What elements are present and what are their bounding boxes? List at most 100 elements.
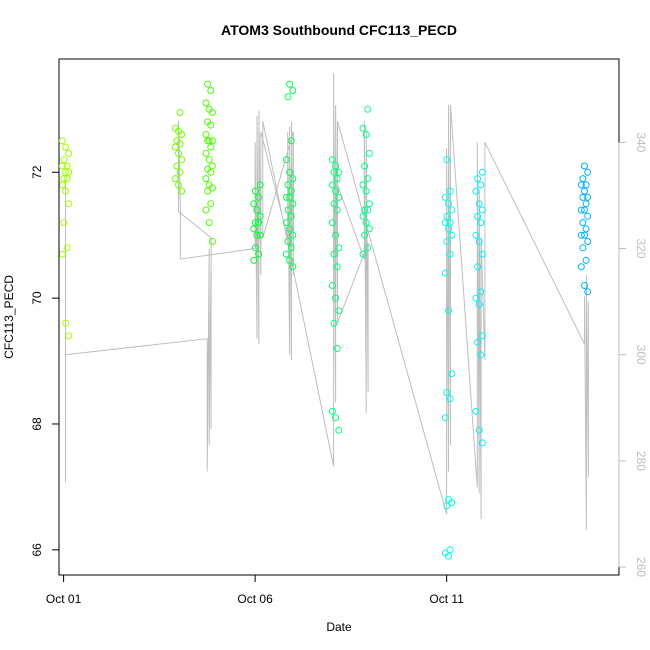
data-point <box>205 156 213 164</box>
data-point <box>584 168 592 176</box>
data-point <box>365 225 373 233</box>
data-point <box>253 231 261 239</box>
data-point <box>333 175 341 183</box>
data-point <box>204 80 212 88</box>
data-point <box>176 168 184 176</box>
data-point <box>330 319 338 327</box>
data-point <box>448 231 456 239</box>
point-cluster <box>472 168 486 447</box>
data-point <box>251 187 259 195</box>
y2-tick-label: 280 <box>634 451 648 471</box>
data-point <box>579 219 587 227</box>
data-point <box>365 200 373 208</box>
data-point <box>171 143 179 151</box>
data-point <box>202 149 210 157</box>
secondary-line-layer <box>65 73 589 530</box>
data-point <box>255 219 263 227</box>
data-point <box>289 175 297 183</box>
data-point <box>328 282 336 289</box>
data-point <box>579 244 587 252</box>
data-point <box>472 231 480 239</box>
x-axis-label: Date <box>326 620 352 634</box>
data-point <box>332 187 340 195</box>
y-tick-label: 66 <box>30 543 44 557</box>
data-point <box>62 319 69 327</box>
data-point <box>475 426 483 434</box>
data-point <box>577 263 585 271</box>
data-point <box>446 546 454 554</box>
data-point <box>208 137 216 145</box>
data-point <box>250 256 258 264</box>
data-point <box>581 162 588 170</box>
data-point <box>65 200 73 208</box>
data-point <box>251 244 259 252</box>
data-point <box>333 263 341 271</box>
data-point <box>446 250 454 258</box>
point-cluster <box>577 162 592 296</box>
data-point <box>577 231 585 239</box>
data-point <box>256 231 264 239</box>
data-point <box>475 238 483 245</box>
data-point <box>330 168 338 176</box>
data-point <box>63 162 71 170</box>
data-point <box>443 156 451 164</box>
data-point <box>256 212 264 220</box>
data-point <box>441 414 449 422</box>
data-point <box>472 187 480 195</box>
data-point <box>328 156 336 164</box>
point-cluster <box>202 80 216 245</box>
data-point <box>202 175 210 183</box>
data-point <box>60 156 68 164</box>
data-point <box>284 238 292 245</box>
data-point <box>255 193 263 201</box>
data-point <box>581 206 588 214</box>
data-point <box>362 187 370 195</box>
data-point <box>253 206 261 214</box>
data-point <box>332 414 340 422</box>
data-point <box>175 181 182 189</box>
x-tick-label: Oct 11 <box>429 592 464 606</box>
data-point <box>62 187 69 195</box>
data-point <box>289 263 297 271</box>
point-cluster <box>359 105 373 258</box>
data-point <box>287 137 295 145</box>
data-point <box>178 187 186 195</box>
data-point <box>65 332 73 340</box>
data-point <box>60 175 68 183</box>
data-point <box>282 250 290 258</box>
data-point <box>60 219 68 227</box>
data-point <box>286 256 294 264</box>
data-point <box>441 269 449 277</box>
data-point <box>446 187 454 195</box>
data-point <box>478 332 486 340</box>
data-point <box>478 250 486 258</box>
data-point <box>584 238 592 245</box>
y-axis: 66 68 70 72 <box>30 165 60 557</box>
data-point <box>335 307 343 315</box>
data-point <box>441 193 449 201</box>
data-point <box>63 175 71 183</box>
data-point <box>286 225 294 233</box>
y2-tick-label: 260 <box>634 557 648 577</box>
data-point <box>359 212 367 220</box>
data-point <box>582 181 590 189</box>
data-point <box>364 244 372 252</box>
y-tick-label: 68 <box>30 417 44 431</box>
data-point <box>63 244 71 252</box>
data-point <box>332 162 340 170</box>
data-point <box>335 193 343 201</box>
data-point <box>284 93 292 101</box>
data-point <box>205 219 213 227</box>
data-point <box>448 206 456 214</box>
data-point <box>577 181 585 189</box>
data-point <box>287 187 295 195</box>
data-point <box>171 175 179 183</box>
data-point <box>58 137 66 145</box>
data-point <box>581 187 588 195</box>
data-point <box>477 288 485 296</box>
data-point <box>443 238 451 245</box>
data-point <box>284 181 292 189</box>
data-point <box>328 219 336 227</box>
data-point <box>58 250 66 258</box>
